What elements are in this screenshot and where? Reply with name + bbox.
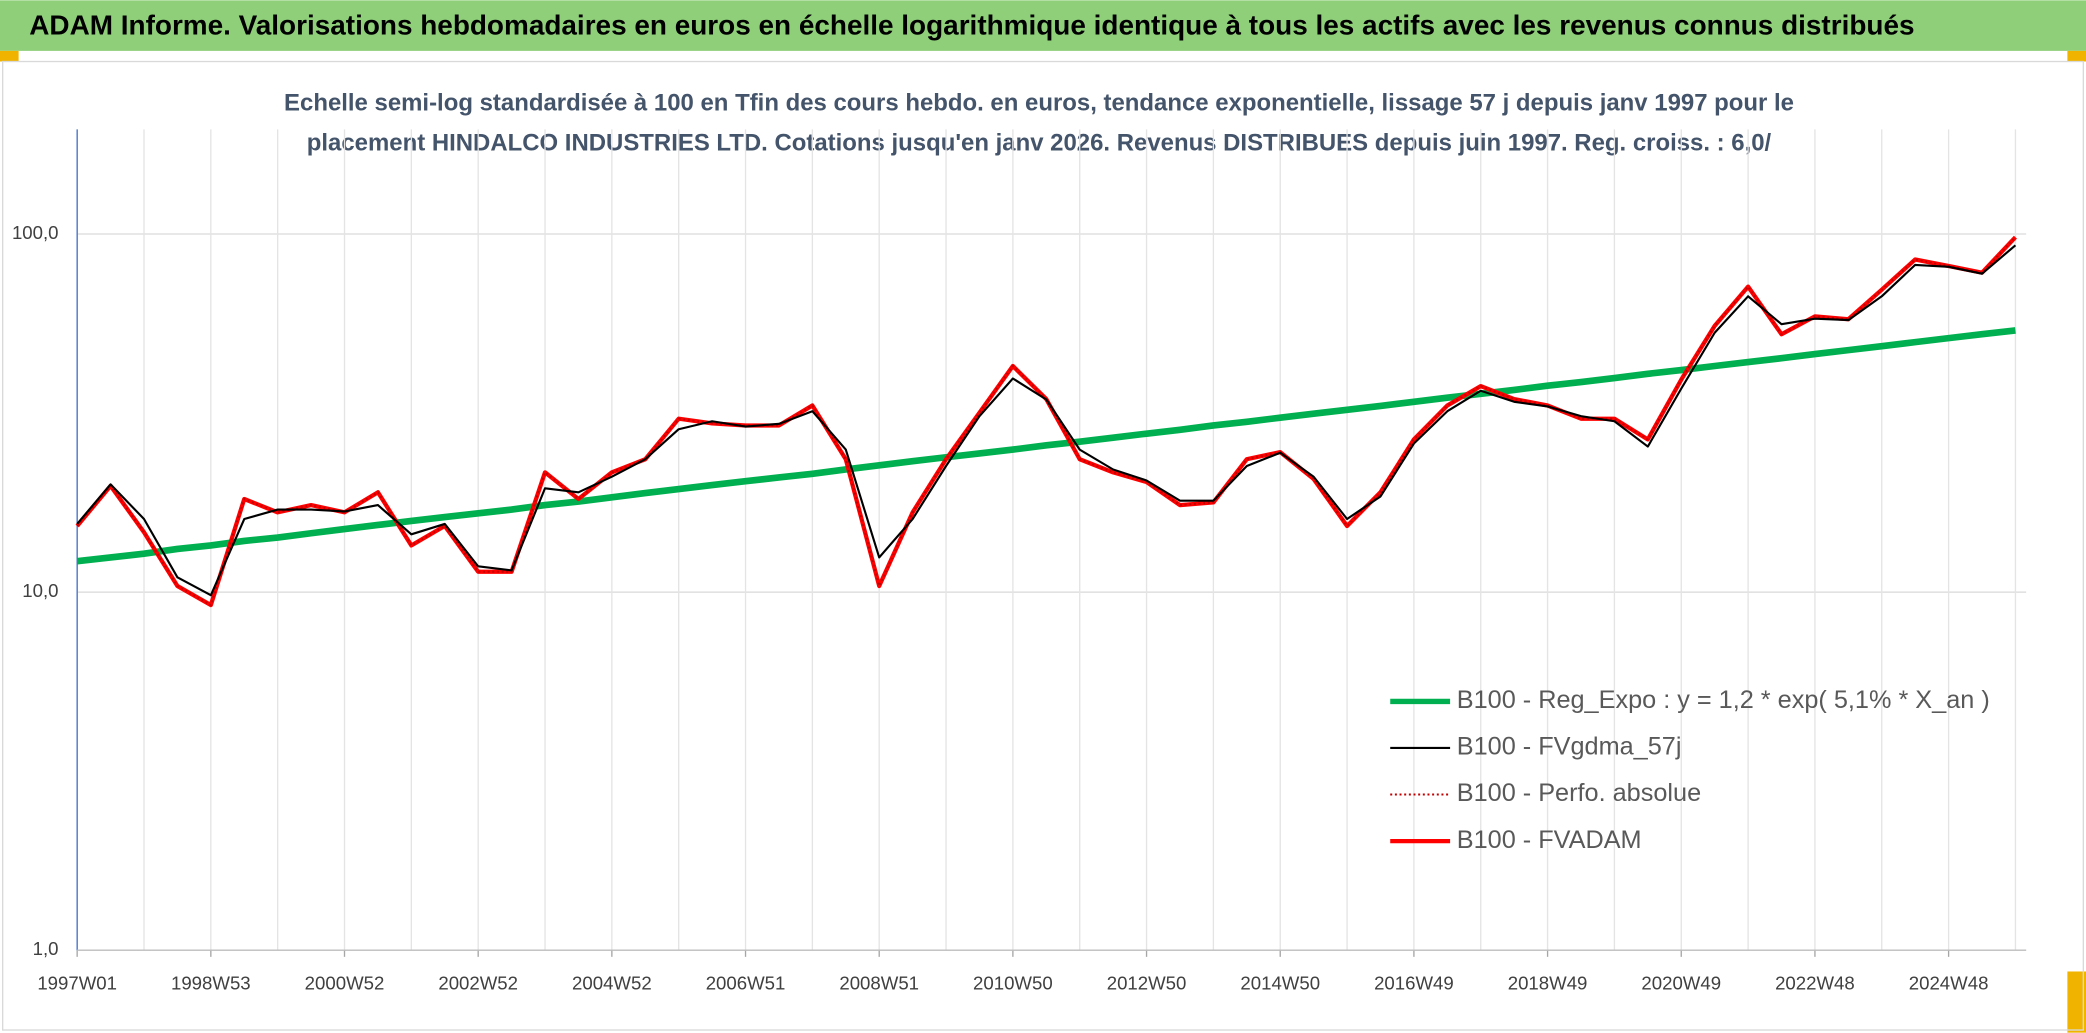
x-tick-label: 2014W50 [1240, 973, 1320, 994]
series-line [76, 244, 2017, 597]
x-tick-label: 2004W52 [572, 973, 652, 994]
y-tick-label: 10,0 [22, 580, 58, 601]
header-bar [0, 0, 2086, 51]
subtitle: Echelle semi-log standardisée à 100 en T… [284, 89, 1794, 116]
x-tick-label: 2010W50 [973, 973, 1053, 994]
legend-label: B100 - Reg_Expo : y = 1,2 * exp( 5,1% * … [1457, 686, 1990, 714]
panel-border [1, 60, 2085, 1031]
x-tick-label: 2006W51 [706, 973, 786, 994]
y-tick-label: 1,0 [33, 938, 59, 959]
x-tick-label: 2018W49 [1508, 973, 1588, 994]
x-tick-label: 2008W51 [839, 973, 919, 994]
x-tick-label: 2000W52 [305, 973, 385, 994]
x-tick-label: 1998W53 [171, 973, 251, 994]
x-tick-label: 2016W49 [1374, 973, 1454, 994]
subtitle: placement HINDALCO INDUSTRIES LTD. Cotat… [307, 129, 1772, 156]
y-tick-label: 100,0 [12, 222, 59, 243]
corner [2067, 971, 2086, 1033]
corner [0, 50, 19, 62]
chart-title: ADAM Informe. Valorisations hebdomadaire… [29, 9, 1914, 40]
x-tick-label: 2024W48 [1909, 973, 1989, 994]
legend-label: B100 - FVgdma_57j [1457, 733, 1682, 761]
x-tick-label: 2022W48 [1775, 973, 1855, 994]
x-tick-label: 2012W50 [1107, 973, 1187, 994]
corner [2067, 50, 2086, 62]
x-tick-label: 2020W49 [1641, 973, 1721, 994]
legend-label: B100 - FVADAM [1457, 826, 1642, 854]
legend-label: B100 - Perfo. absolue [1457, 779, 1701, 807]
x-tick-label: 2002W52 [438, 973, 518, 994]
x-tick-label: 1997W01 [37, 973, 117, 994]
